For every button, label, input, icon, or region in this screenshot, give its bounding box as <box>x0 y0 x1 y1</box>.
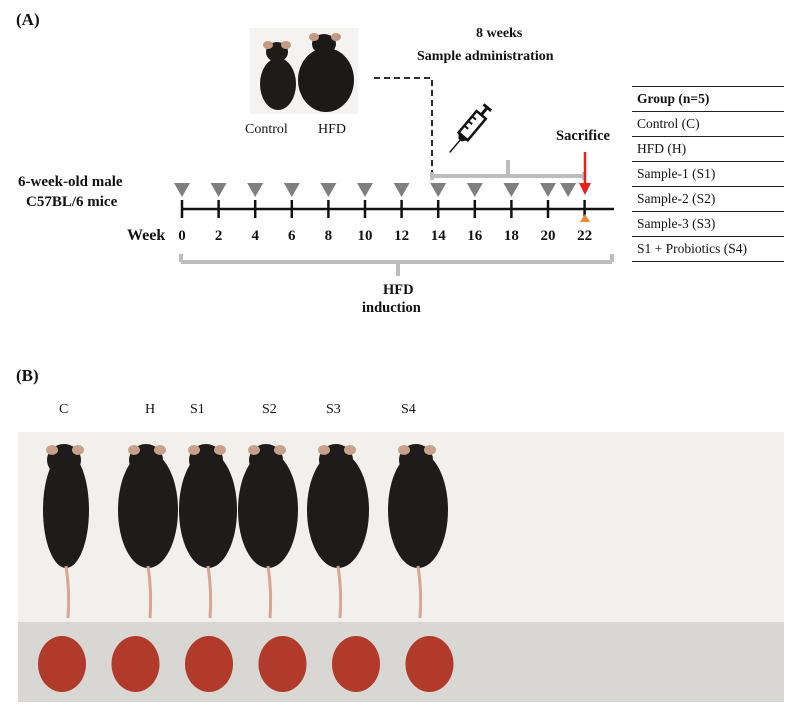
schedule-triangle <box>540 183 556 197</box>
schedule-triangle <box>283 183 300 197</box>
photo-label-s4: S4 <box>401 402 416 417</box>
schedule-triangle <box>247 183 264 197</box>
sacrifice-label: Sacrifice <box>556 128 610 144</box>
liver-s2 <box>258 636 307 692</box>
mouse-h <box>118 444 178 619</box>
photo-label-s2: S2 <box>262 402 277 417</box>
schedule-triangle <box>320 183 337 197</box>
hfd-mouse-small <box>298 48 354 112</box>
week-label: 16 <box>467 228 483 244</box>
panel-a-label: (A) <box>16 10 40 29</box>
schedule-triangle <box>430 183 447 197</box>
photo-label-c: C <box>59 402 69 417</box>
induction-label-line2: induction <box>362 300 421 316</box>
group-row-s3: Sample-3 (S3) <box>632 211 784 237</box>
mouse-s3 <box>307 444 369 619</box>
liver-c <box>38 636 86 692</box>
administration-duration: 8 weeks <box>476 26 523 41</box>
induction-bracket <box>179 254 614 276</box>
mice-liver-photo <box>18 432 784 702</box>
mouse-s2 <box>238 444 298 619</box>
panel-b-label: (B) <box>16 366 39 385</box>
liver-s4 <box>405 636 454 692</box>
photo-label-s1: S1 <box>190 402 205 417</box>
control-mouse-label: Control <box>245 122 288 137</box>
hfd-mouse-label: HFD <box>318 122 347 137</box>
week-label: 10 <box>357 228 373 244</box>
group-row-control: Control (C) <box>632 111 784 137</box>
group-table-header: Group (n=5) <box>632 86 784 112</box>
group-row-s2: Sample-2 (S2) <box>632 186 784 212</box>
week-axis-label: Week <box>127 227 166 244</box>
week-label: 20 <box>540 228 556 244</box>
week-label: 0 <box>178 228 186 244</box>
schedule-triangle <box>560 183 577 197</box>
schedule-triangle <box>357 183 373 197</box>
mice-photo-small <box>250 28 358 114</box>
mouse-s4 <box>388 444 448 619</box>
week-label: 4 <box>251 228 259 244</box>
week-label: 22 <box>577 228 593 244</box>
photo-label-h: H <box>145 402 156 417</box>
schedule-triangle <box>174 183 190 197</box>
photo-label-s3: S3 <box>326 402 341 417</box>
control-mouse-small <box>260 58 296 110</box>
week-label: 18 <box>503 228 519 244</box>
mouse-s1 <box>179 444 237 619</box>
schedule-triangle <box>210 183 227 197</box>
group-row-hfd: HFD (H) <box>632 136 784 162</box>
sacrifice-arrow-head <box>579 183 591 195</box>
liver-h <box>111 636 160 692</box>
week-label: 14 <box>430 228 446 244</box>
group-table: Group (n=5) Control (C) HFD (H) Sample-1… <box>632 86 784 262</box>
week-label: 8 <box>324 228 333 244</box>
week-label: 6 <box>288 228 296 244</box>
schedule-triangle <box>393 183 410 197</box>
week-label: 12 <box>394 228 410 244</box>
schedule-triangle <box>466 183 483 197</box>
cohort-line1: 6-week-old male <box>18 174 123 190</box>
liver-s1 <box>185 636 233 692</box>
administration-label: Sample administration <box>417 49 554 64</box>
group-row-s4: S1 + Probiotics (S4) <box>632 236 784 262</box>
syringe-icon <box>449 103 493 153</box>
liver-s3 <box>332 636 380 692</box>
administration-bracket <box>430 160 586 180</box>
schedule-triangle <box>503 183 520 197</box>
mouse-c <box>43 444 89 619</box>
sacrifice-marker <box>580 214 590 222</box>
dashed-connector <box>374 77 433 176</box>
cohort-line2: C57BL/6 mice <box>26 194 118 210</box>
timeline-diagram <box>174 77 614 276</box>
induction-label-line1: HFD <box>383 282 414 298</box>
week-label: 2 <box>214 228 223 244</box>
group-row-s1: Sample-1 (S1) <box>632 161 784 187</box>
